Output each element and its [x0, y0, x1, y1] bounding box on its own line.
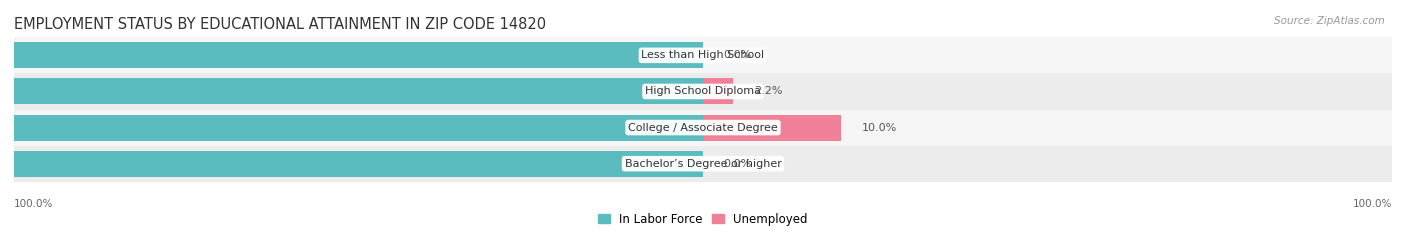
Legend: In Labor Force, Unemployed: In Labor Force, Unemployed — [593, 208, 813, 231]
Bar — [0, 42, 703, 68]
Bar — [14, 73, 1392, 110]
Bar — [703, 79, 734, 104]
Text: 10.0%: 10.0% — [862, 123, 897, 133]
Text: 100.0%: 100.0% — [14, 199, 53, 209]
Text: Less than High School: Less than High School — [641, 50, 765, 60]
Text: High School Diploma: High School Diploma — [645, 86, 761, 96]
Text: Bachelor’s Degree or higher: Bachelor’s Degree or higher — [624, 159, 782, 169]
Text: 2.2%: 2.2% — [754, 86, 783, 96]
Bar — [14, 110, 1392, 146]
Bar — [0, 151, 703, 177]
Bar — [14, 146, 1392, 182]
Text: 100.0%: 100.0% — [1353, 199, 1392, 209]
Text: College / Associate Degree: College / Associate Degree — [628, 123, 778, 133]
Text: EMPLOYMENT STATUS BY EDUCATIONAL ATTAINMENT IN ZIP CODE 14820: EMPLOYMENT STATUS BY EDUCATIONAL ATTAINM… — [14, 17, 546, 32]
Bar — [0, 115, 703, 140]
Text: 0.0%: 0.0% — [724, 50, 752, 60]
Text: Source: ZipAtlas.com: Source: ZipAtlas.com — [1274, 16, 1385, 26]
Bar — [703, 115, 841, 140]
Bar — [14, 37, 1392, 73]
Bar — [0, 79, 703, 104]
Text: 0.0%: 0.0% — [724, 159, 752, 169]
